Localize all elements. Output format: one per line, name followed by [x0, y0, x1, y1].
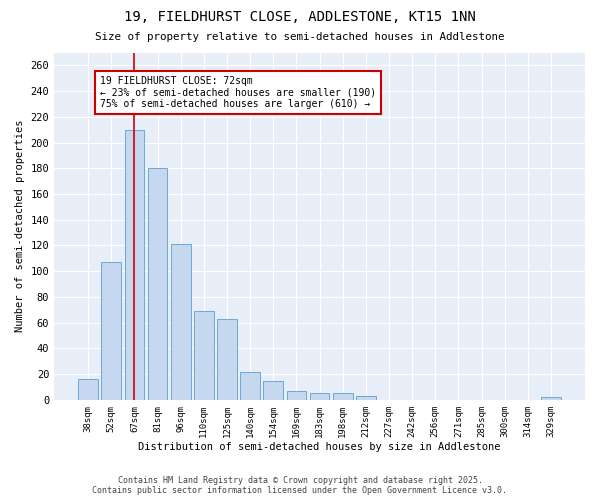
Text: Size of property relative to semi-detached houses in Addlestone: Size of property relative to semi-detach… [95, 32, 505, 42]
Bar [78, 380, 98, 400]
Y-axis label: Number of semi-detached properties: Number of semi-detached properties [15, 120, 25, 332]
Bar [148, 168, 167, 400]
Bar [263, 380, 283, 400]
Bar [356, 396, 376, 400]
Text: 19 FIELDHURST CLOSE: 72sqm
← 23% of semi-detached houses are smaller (190)
75% o: 19 FIELDHURST CLOSE: 72sqm ← 23% of semi… [100, 76, 376, 109]
Bar [310, 394, 329, 400]
Bar [194, 311, 214, 400]
Bar [241, 372, 260, 400]
Bar [101, 262, 121, 400]
Bar [125, 130, 144, 400]
Bar [171, 244, 191, 400]
Text: Contains HM Land Registry data © Crown copyright and database right 2025.
Contai: Contains HM Land Registry data © Crown c… [92, 476, 508, 495]
X-axis label: Distribution of semi-detached houses by size in Addlestone: Distribution of semi-detached houses by … [139, 442, 501, 452]
Bar [541, 398, 561, 400]
Bar [333, 394, 353, 400]
Text: 19, FIELDHURST CLOSE, ADDLESTONE, KT15 1NN: 19, FIELDHURST CLOSE, ADDLESTONE, KT15 1… [124, 10, 476, 24]
Bar [287, 391, 306, 400]
Bar [217, 319, 237, 400]
